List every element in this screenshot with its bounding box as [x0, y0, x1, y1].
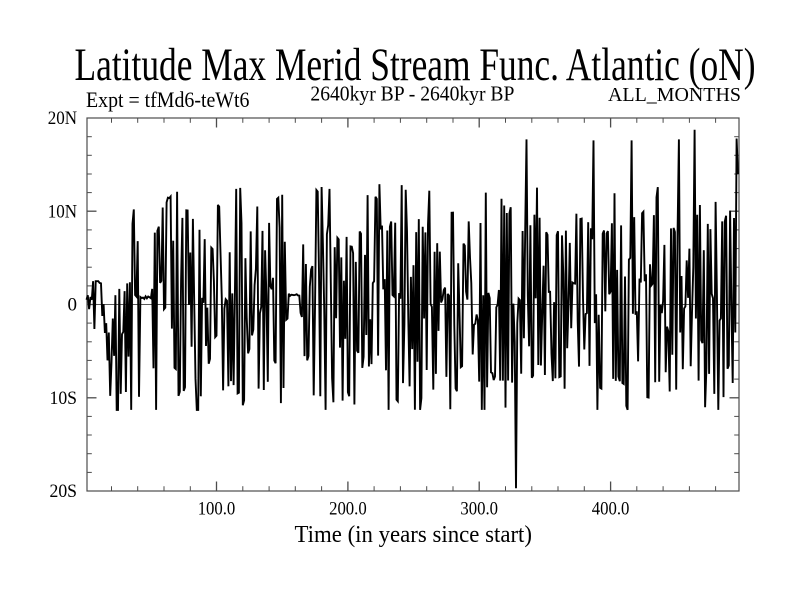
svg-text:200.0: 200.0	[329, 499, 367, 520]
svg-text:300.0: 300.0	[460, 499, 498, 520]
svg-text:0: 0	[68, 295, 78, 316]
svg-text:20S: 20S	[50, 481, 78, 502]
svg-text:400.0: 400.0	[592, 499, 630, 520]
svg-text:100.0: 100.0	[198, 499, 236, 520]
svg-text:20N: 20N	[48, 108, 78, 129]
svg-text:2640kyr BP - 2640kyr BP: 2640kyr BP - 2640kyr BP	[310, 82, 514, 106]
svg-text:10S: 10S	[50, 388, 78, 409]
svg-text:Expt = tfMd6-teWt6: Expt = tfMd6-teWt6	[86, 88, 250, 112]
svg-text:Latitude Max Merid Stream Func: Latitude Max Merid Stream Func. Atlantic…	[75, 39, 756, 91]
svg-text:Time (in years since start): Time (in years since start)	[295, 522, 533, 548]
svg-text:ALL_MONTHS: ALL_MONTHS	[608, 84, 741, 106]
svg-text:10N: 10N	[48, 201, 78, 222]
